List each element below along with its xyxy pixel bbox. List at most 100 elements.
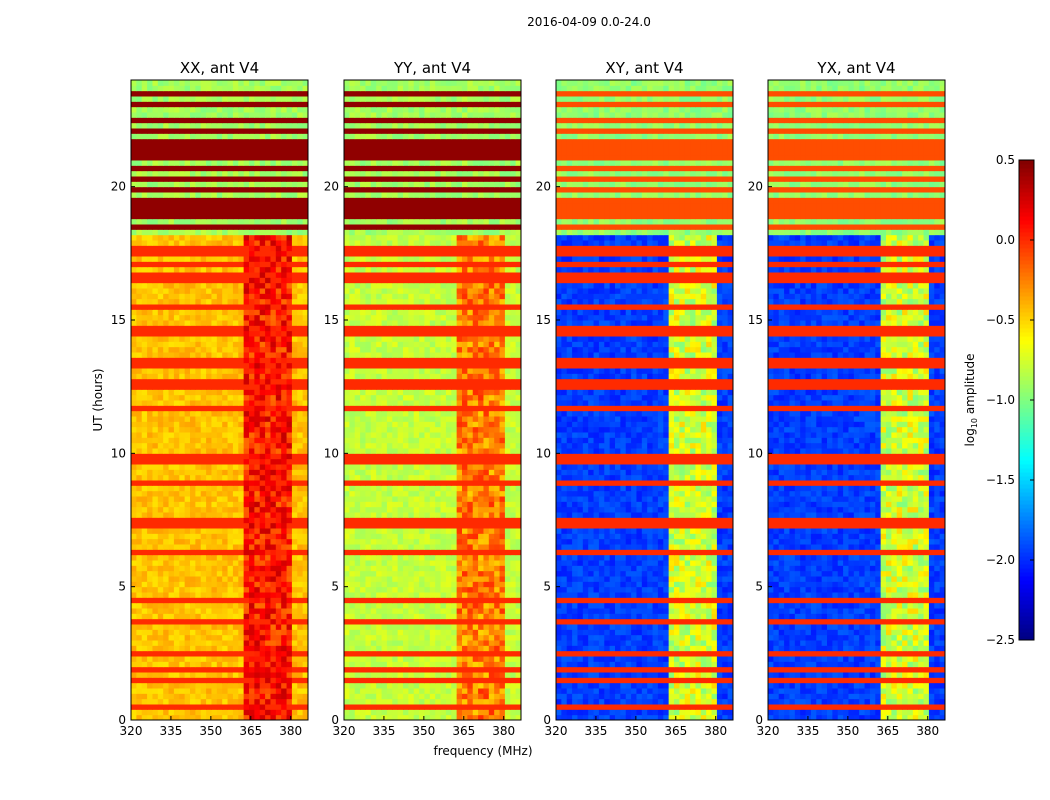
heatmap-cell [227, 581, 234, 588]
heatmap-cell [147, 256, 153, 262]
heatmap-cell [472, 592, 479, 598]
heatmap-cell [297, 96, 304, 102]
heatmap-cell [211, 112, 218, 118]
heatmap-cell [157, 336, 164, 342]
heatmap-cell [456, 698, 463, 705]
heatmap-cell [157, 666, 164, 673]
heatmap-cell [232, 677, 239, 684]
heatmap-cell [190, 389, 196, 396]
heatmap-cell [243, 666, 250, 673]
heatmap-cell [147, 309, 153, 316]
heatmap-cell [168, 90, 175, 97]
heatmap-cell [222, 544, 229, 550]
heatmap-cell [206, 714, 212, 721]
heatmap-cell [131, 592, 137, 598]
heatmap-cell [238, 346, 245, 353]
heatmap-cell [216, 608, 223, 614]
heatmap-cell [254, 90, 261, 97]
heatmap-cell [222, 501, 229, 508]
heatmap-cell [173, 90, 180, 97]
heatmap-cell [184, 261, 191, 268]
heatmap-cell [211, 501, 218, 508]
heatmap-cell [157, 576, 164, 582]
heatmap-cell [297, 480, 304, 486]
heatmap-cell [286, 528, 293, 534]
heatmap-cell [147, 554, 153, 561]
heatmap-cell [211, 677, 218, 684]
heatmap-cell [195, 480, 202, 486]
heatmap-cell [413, 656, 420, 662]
heatmap-cell [413, 560, 420, 566]
heatmap-cell [232, 480, 239, 486]
heatmap-cell [445, 682, 452, 689]
heatmap-cell [168, 213, 175, 220]
heatmap-cell [499, 597, 506, 604]
heatmap-cell [270, 528, 277, 534]
heatmap-cell [275, 165, 282, 172]
heatmap-cell [419, 554, 425, 561]
heatmap-cell [291, 538, 298, 545]
heatmap-cell [216, 458, 223, 465]
heatmap-cell [344, 597, 350, 604]
heatmap-cell [168, 357, 175, 364]
heatmap-cell [291, 613, 298, 620]
heatmap-cell [238, 224, 245, 230]
heatmap-cell [408, 704, 415, 710]
heatmap-cell [265, 672, 271, 678]
heatmap-cell [168, 421, 175, 428]
heatmap-cell [243, 373, 250, 380]
heatmap-cell [445, 634, 452, 641]
heatmap-cell [302, 442, 309, 449]
heatmap-cell [195, 336, 202, 342]
heatmap-cell [291, 432, 298, 438]
heatmap-cell [478, 565, 484, 572]
heatmap-cell [163, 474, 170, 481]
heatmap-cell [281, 629, 288, 636]
heatmap-cell [243, 282, 250, 289]
heatmap-cell [302, 704, 309, 710]
heatmap-cell [195, 149, 202, 156]
heatmap-cell [429, 624, 436, 630]
heatmap-cell [494, 618, 501, 625]
heatmap-cell [190, 245, 196, 252]
heatmap-cell [286, 602, 293, 609]
heatmap-cell [286, 357, 293, 364]
heatmap-cell [157, 96, 164, 102]
heatmap-cell [291, 197, 298, 204]
heatmap-cell [265, 90, 271, 97]
heatmap-cell [152, 677, 159, 684]
heatmap-cell [147, 426, 153, 433]
heatmap-cell [206, 554, 212, 561]
heatmap-cell [195, 96, 202, 102]
heatmap-cell [254, 314, 261, 321]
heatmap-cell [483, 629, 490, 636]
heatmap-cell [195, 330, 202, 337]
heatmap-cell [281, 618, 288, 625]
heatmap-cell [510, 661, 517, 668]
heatmap-cell [222, 533, 229, 540]
heatmap-cell [270, 490, 277, 497]
heatmap-cell [435, 613, 442, 620]
heatmap-cell [211, 389, 218, 396]
heatmap-cell [179, 693, 186, 700]
heatmap-cell [472, 645, 479, 652]
heatmap-cell [270, 661, 277, 668]
heatmap-cell [381, 704, 388, 710]
heatmap-cell [286, 538, 293, 545]
heatmap-cell [163, 218, 170, 225]
heatmap-cell [297, 368, 304, 374]
heatmap-cell [179, 677, 186, 684]
heatmap-cell [168, 250, 175, 257]
heatmap-cell [483, 672, 490, 678]
heatmap-cell [429, 634, 436, 641]
heatmap-cell [424, 570, 431, 577]
heatmap-cell [157, 261, 164, 268]
heatmap-cell [483, 645, 490, 652]
heatmap-cell [403, 586, 409, 593]
heatmap-cell [141, 693, 148, 700]
heatmap-cell [291, 570, 298, 577]
heatmap-cell [286, 245, 293, 252]
heatmap-cell [190, 149, 196, 156]
heatmap-cell [131, 533, 137, 540]
heatmap-cell [451, 693, 458, 700]
